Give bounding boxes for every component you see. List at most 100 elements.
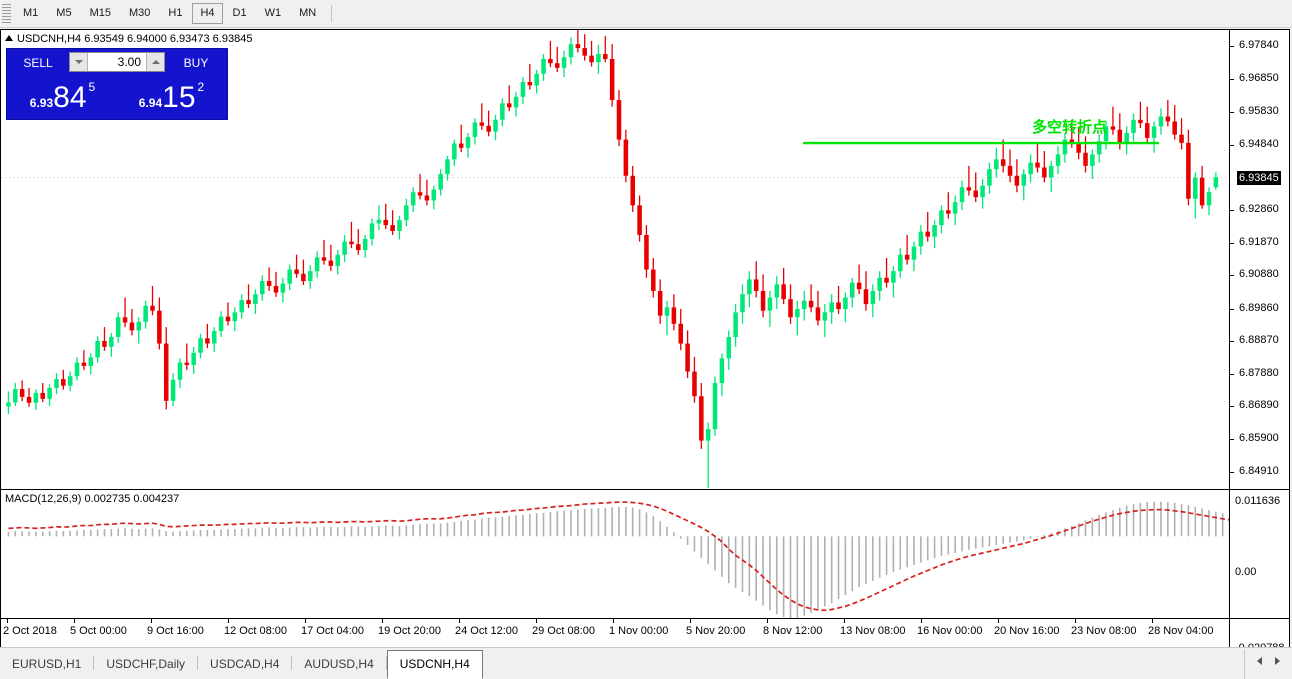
time-tick-label: 29 Oct 08:00	[532, 625, 595, 637]
timeframe-toolbar: M1 M5 M15 M30 H1 H4 D1 W1 MN	[0, 0, 1292, 28]
time-tick-mark	[844, 619, 845, 623]
buy-label[interactable]: BUY	[168, 52, 224, 74]
one-click-trading-panel[interactable]: SELL 3.00 BUY 6.93 84 5 6.94 15 2	[6, 48, 228, 120]
time-tick-label: 2 Oct 2018	[3, 625, 57, 637]
buy-price-prefix: 6.94	[138, 96, 163, 110]
chart-frame[interactable]: 2 Oct 2018 5 Oct 00:00 9 Oct 16:00 12 Oct 0…	[0, 29, 1290, 654]
current-price-label: 6.93845	[1237, 170, 1281, 185]
time-tick-mark	[1152, 619, 1153, 623]
price-tick-label: 6.92860	[1239, 202, 1279, 215]
price-tick-mark	[1230, 472, 1234, 473]
time-tick-label: 17 Oct 04:00	[301, 625, 364, 637]
buy-price-big: 15	[162, 81, 196, 114]
chevron-down-icon	[74, 60, 83, 64]
buy-price-sup: 2	[197, 80, 205, 94]
macd-tick-label: 0.011636	[1235, 495, 1281, 507]
macd-pane[interactable]	[1, 489, 1289, 619]
time-tick-mark	[305, 619, 306, 623]
price-tick-label: 6.96850	[1239, 71, 1279, 84]
price-tick-label: 6.88870	[1239, 334, 1279, 347]
price-tick-mark	[1230, 210, 1234, 211]
tab-divider	[385, 656, 387, 670]
chart-tab-eurusd-h1[interactable]: EURUSD,H1	[12, 657, 82, 671]
time-tick-mark	[767, 619, 768, 623]
buy-price-button[interactable]: 6.94 15 2	[119, 74, 224, 116]
time-tick-mark	[998, 619, 999, 623]
time-tick-mark	[690, 619, 691, 623]
price-tick-label: 6.87880	[1239, 366, 1279, 379]
price-tick-label: 6.84910	[1239, 464, 1279, 477]
sell-price-sup: 5	[88, 80, 96, 94]
candlestick-canvas[interactable]	[1, 30, 1229, 488]
macd-canvas[interactable]	[1, 490, 1229, 619]
price-tick-mark	[1230, 374, 1234, 375]
time-tick-label: 9 Oct 16:00	[147, 625, 204, 637]
timeframe-d1[interactable]: D1	[232, 7, 247, 19]
sell-label[interactable]: SELL	[10, 52, 66, 74]
toolbar-separator	[331, 5, 333, 22]
macd-header-text: MACD(12,26,9) 0.002735 0.004237	[5, 493, 180, 505]
chart-header-text: USDCNH,H4 6.93549 6.94000 6.93473 6.9384…	[17, 33, 253, 45]
price-tick-mark	[1230, 406, 1234, 407]
volume-decrease-button[interactable]	[70, 53, 88, 71]
tab-divider	[291, 656, 293, 670]
sell-price-prefix: 6.93	[29, 96, 54, 110]
time-tick-label: 1 Nov 00:00	[609, 625, 669, 637]
timeframe-w1[interactable]: W1	[264, 7, 282, 19]
sell-price-button[interactable]: 6.93 84 5	[10, 74, 115, 116]
time-tick-mark	[536, 619, 537, 623]
tab-scroll-controls	[1244, 650, 1292, 679]
time-tick-label: 13 Nov 08:00	[840, 625, 906, 637]
time-tick-label: 19 Oct 20:00	[378, 625, 441, 637]
collapse-triangle-icon[interactable]	[5, 35, 13, 42]
timeframe-h1[interactable]: H1	[168, 7, 183, 19]
time-tick-label: 23 Nov 08:00	[1071, 625, 1137, 637]
chart-tab-audusd-h4[interactable]: AUDUSD,H4	[304, 657, 374, 671]
time-tick-label: 20 Nov 16:00	[994, 625, 1060, 637]
scroll-right-icon[interactable]	[1275, 657, 1280, 665]
time-tick-label: 5 Nov 20:00	[686, 625, 746, 637]
volume-value[interactable]: 3.00	[117, 55, 141, 69]
price-pane[interactable]	[1, 30, 1289, 488]
timeframe-m30[interactable]: M30	[128, 7, 151, 19]
price-axis-divider	[1229, 30, 1230, 647]
scroll-left-icon[interactable]	[1257, 657, 1262, 665]
time-tick-mark	[7, 619, 8, 623]
chevron-up-icon	[151, 60, 160, 64]
timeframe-m15[interactable]: M15	[89, 7, 111, 19]
time-tick-mark	[74, 619, 75, 623]
price-tick-label: 6.97840	[1239, 39, 1279, 52]
time-tick-mark	[228, 619, 229, 623]
price-tick-label: 6.90880	[1239, 268, 1279, 281]
timeframe-m5[interactable]: M5	[56, 7, 72, 19]
time-tick-label: 8 Nov 12:00	[763, 625, 823, 637]
time-tick-mark	[459, 619, 460, 623]
timeframe-mn[interactable]: MN	[299, 7, 317, 19]
price-tick-mark	[1230, 243, 1234, 244]
chart-header: USDCNH,H4 6.93549 6.94000 6.93473 6.9384…	[5, 33, 252, 45]
volume-increase-button[interactable]	[146, 53, 164, 71]
price-tick-label: 6.95830	[1239, 105, 1279, 118]
chart-tab-usdcad-h4[interactable]: USDCAD,H4	[210, 657, 280, 671]
price-tick-mark	[1230, 275, 1234, 276]
timeframe-m1[interactable]: M1	[23, 7, 39, 19]
one-click-price-row: 6.93 84 5 6.94 15 2	[7, 74, 227, 119]
time-tick-label: 5 Oct 00:00	[70, 625, 127, 637]
time-tick-mark	[921, 619, 922, 623]
chart-tab-bar: EURUSD,H1 USDCHF,Daily USDCAD,H4 AUDUSD,H4 U…	[0, 647, 1292, 679]
price-tick-label: 6.86890	[1239, 399, 1279, 412]
time-tick-mark	[1075, 619, 1076, 623]
time-tick-mark	[151, 619, 152, 623]
toolbar-grip[interactable]	[2, 4, 11, 23]
price-tick-mark	[1230, 145, 1234, 146]
price-tick-label: 6.91870	[1239, 235, 1279, 248]
volume-stepper[interactable]: 3.00	[69, 52, 165, 72]
macd-tick-label: 0.00	[1235, 566, 1257, 578]
sell-price-big: 84	[53, 81, 87, 114]
timeframe-h4[interactable]: H4	[192, 3, 223, 24]
price-tick-mark	[1230, 341, 1234, 342]
time-tick-mark	[382, 619, 383, 623]
chart-tab-usdchf-daily[interactable]: USDCHF,Daily	[106, 657, 186, 671]
chart-tab-usdcnh-h4[interactable]: USDCNH,H4	[386, 650, 483, 679]
chart-annotation-text: 多空转折点	[1032, 119, 1108, 137]
